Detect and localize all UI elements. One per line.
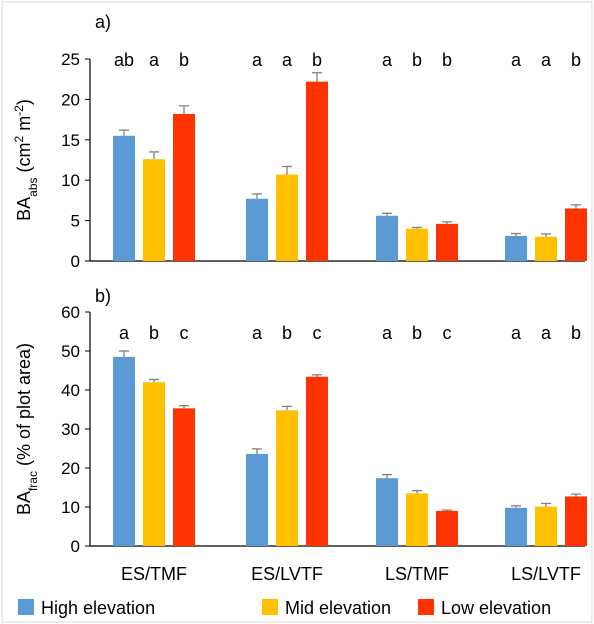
legend-swatch-high-elevation xyxy=(18,599,34,615)
y-tick-label: 5 xyxy=(71,212,80,231)
y-axis-title-subscript: frac xyxy=(26,471,40,491)
y-axis-title-rest: m xyxy=(14,116,34,136)
significance-letter: b xyxy=(179,50,189,70)
significance-letter: c xyxy=(313,323,322,343)
bar-high-elevation xyxy=(113,135,135,261)
bar-mid-elevation xyxy=(143,159,165,261)
significance-letter: a xyxy=(382,50,393,70)
panel-label-a: a) xyxy=(95,12,111,32)
significance-letter: c xyxy=(443,323,452,343)
significance-letter: a xyxy=(282,50,293,70)
bar-low-elevation xyxy=(565,496,587,546)
y-tick-label: 30 xyxy=(61,420,80,439)
y-axis-title-rest: (% of plot area) xyxy=(14,343,34,471)
bar-mid-elevation xyxy=(276,174,298,261)
legend-label: High elevation xyxy=(41,598,155,618)
bar-low-elevation xyxy=(173,113,195,261)
y-axis-title: BAfrac (% of plot area) xyxy=(14,343,40,515)
bar-low-elevation xyxy=(306,81,328,262)
y-axis-title-rest: (cm xyxy=(14,142,34,177)
significance-letter: a xyxy=(511,50,522,70)
significance-letter: a xyxy=(541,323,552,343)
significance-letter: b xyxy=(442,50,452,70)
y-tick-label: 25 xyxy=(61,50,80,69)
significance-letter: a xyxy=(382,323,393,343)
y-tick-label: 10 xyxy=(61,498,80,517)
bar-mid-elevation xyxy=(143,382,165,546)
significance-letter: b xyxy=(412,50,422,70)
legend-label: Mid elevation xyxy=(285,598,391,618)
bar-high-elevation xyxy=(505,507,527,546)
bar-high-elevation xyxy=(376,215,398,261)
y-tick-label: 10 xyxy=(61,171,80,190)
significance-letter: a xyxy=(252,323,263,343)
bar-low-elevation xyxy=(565,208,587,261)
legend-label: Low elevation xyxy=(441,598,551,618)
significance-letter: b xyxy=(412,323,422,343)
panel-label-b: b) xyxy=(95,286,111,306)
legend-swatch-mid-elevation xyxy=(262,599,278,615)
y-axis-title-subscript: abs xyxy=(26,177,40,196)
y-tick-label: 0 xyxy=(71,537,80,556)
y-axis-title-main: BA xyxy=(14,197,34,221)
x-category-label: ES/TMF xyxy=(121,564,187,584)
significance-letter: a xyxy=(119,323,130,343)
significance-letter: b xyxy=(571,323,581,343)
legend-swatch-low-elevation xyxy=(418,599,434,615)
significance-letter: b xyxy=(571,50,581,70)
significance-letter: b xyxy=(149,323,159,343)
significance-letter: a xyxy=(149,50,160,70)
bar-mid-elevation xyxy=(406,228,428,261)
y-axis-title-superscript: 2 xyxy=(12,135,26,142)
bar-high-elevation xyxy=(246,198,268,261)
y-tick-label: 0 xyxy=(71,252,80,271)
y-axis-title-rest: ) xyxy=(14,99,34,105)
bar-low-elevation xyxy=(173,408,195,546)
y-tick-label: 40 xyxy=(61,381,80,400)
bar-low-elevation xyxy=(306,376,328,546)
y-axis-title-superscript: -2 xyxy=(12,105,26,116)
y-tick-label: 20 xyxy=(61,90,80,109)
significance-letter: a xyxy=(541,50,552,70)
x-category-label: LS/LVTF xyxy=(511,564,581,584)
significance-letter: b xyxy=(312,50,322,70)
bar-low-elevation xyxy=(436,223,458,261)
bar-mid-elevation xyxy=(535,236,557,261)
y-tick-label: 50 xyxy=(61,342,80,361)
bar-high-elevation xyxy=(376,478,398,546)
significance-letter: c xyxy=(180,323,189,343)
significance-letter: ab xyxy=(114,50,134,70)
bar-low-elevation xyxy=(436,510,458,546)
y-axis-title: BAabs (cm2 m-2) xyxy=(12,99,40,221)
significance-letter: b xyxy=(282,323,292,343)
y-axis-title-main: BA xyxy=(14,491,34,515)
bar-mid-elevation xyxy=(406,493,428,546)
bar-high-elevation xyxy=(113,356,135,546)
bar-high-elevation xyxy=(505,235,527,261)
y-tick-label: 60 xyxy=(61,303,80,322)
significance-letter: a xyxy=(252,50,263,70)
y-tick-label: 15 xyxy=(61,131,80,150)
y-tick-label: 20 xyxy=(61,459,80,478)
x-category-label: ES/LVTF xyxy=(251,564,323,584)
bar-mid-elevation xyxy=(276,410,298,546)
significance-letter: a xyxy=(511,323,522,343)
x-category-label: LS/TMF xyxy=(385,564,449,584)
bar-high-elevation xyxy=(246,453,268,546)
bar-mid-elevation xyxy=(535,506,557,546)
